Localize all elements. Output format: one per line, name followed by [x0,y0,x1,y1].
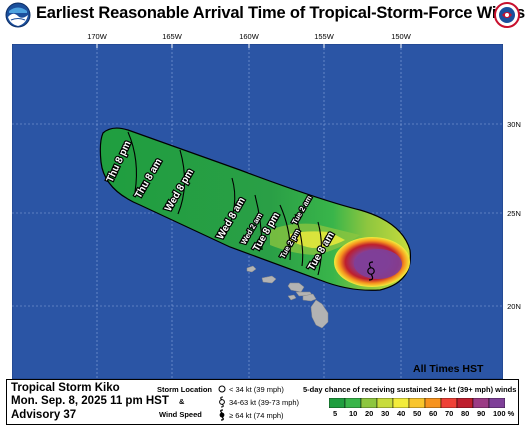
legend-wind-speed: Wind Speed [159,410,202,419]
scale-label: 50 [413,409,422,418]
scale-label: 100 % [493,409,515,418]
lat-label-30n: 30N [507,120,521,129]
scale-swatch [456,398,474,408]
scale-label: 80 [461,409,470,418]
advisory-number: Advisory 37 [11,409,77,421]
scale-swatch [344,398,362,408]
scale-label: 10 [349,409,358,418]
lat-label-25n: 25N [507,209,521,218]
legend-footer: Tropical Storm Kiko Mon. Sep. 8, 2025 11… [6,379,519,425]
scale-swatch [472,398,490,408]
times-note: All Times HST [413,363,484,375]
storm-location-icon [367,261,375,281]
title-bar: Earliest Reasonable Arrival Time of Trop… [0,0,525,28]
page-title: Earliest Reasonable Arrival Time of Trop… [36,4,525,22]
hurricane-icon [219,409,225,421]
tropical-storm-icon [219,396,225,408]
storm-symbols [218,385,226,421]
map: 170W 165W 160W 155W 150W 30N 25N 20N [0,28,525,379]
tick-marks [96,44,402,48]
legend-sym-hurricane: ≥ 64 kt (74 mph) [229,411,284,420]
scale-label: 30 [381,409,390,418]
weak-storm-icon [218,385,226,393]
scale-label: 70 [445,409,454,418]
scale-swatch [440,398,458,408]
legend-sym-ts: 34-63 kt (39-73 mph) [229,398,300,407]
legend-storm-location: Storm Location [157,385,213,394]
scale-label: 20 [365,409,374,418]
scale-swatch [376,398,394,408]
scale-label: 40 [397,409,406,418]
storm-name: Tropical Storm Kiko [11,382,120,394]
scale-swatch [329,398,346,408]
scale-label: 5 [333,409,338,418]
scale-swatch [360,398,378,408]
legend-amp: & [179,397,185,406]
scale-swatch [392,398,410,408]
hawaiian-islands [246,265,329,329]
scale-swatch [424,398,442,408]
advisory-date: Mon. Sep. 8, 2025 11 pm HST [11,395,169,407]
lat-label-20n: 20N [507,302,521,311]
lon-label-155w: 155W [314,32,335,41]
scale-label: 60 [429,409,438,418]
arrival-contours [127,131,323,276]
probability-legend-title: 5-day chance of receiving sustained 34+ … [303,385,517,394]
lon-label-150w: 150W [391,32,412,41]
lon-label-160w: 160W [239,32,260,41]
lon-label-170w: 170W [87,32,108,41]
scale-swatch [408,398,426,408]
noaa-logo [5,2,31,28]
lon-label-165w: 165W [162,32,183,41]
legend-sym-weak: < 34 kt (39 mph) [229,385,284,394]
scale-label: 90 [477,409,486,418]
probability-color-scale [329,398,505,408]
scale-swatch [488,398,505,408]
nws-logo [494,2,520,28]
